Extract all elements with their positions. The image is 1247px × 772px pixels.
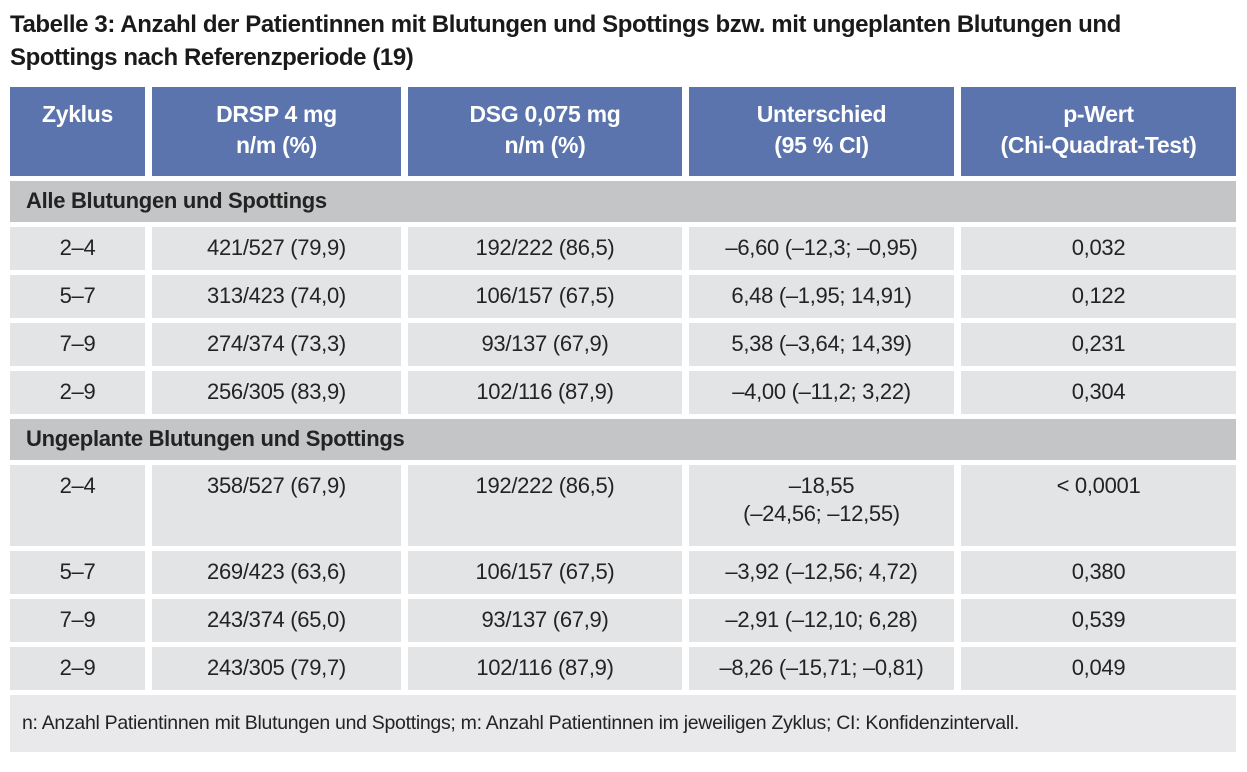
table-row: 5–7 313/423 (74,0) 106/157 (67,5) 6,48 (–1,… [10,275,1236,318]
table-cell: –6,60 (–12,3; –0,95) [689,227,954,270]
table-cell: 192/222 (86,5) [408,227,682,270]
table-head: Zyklus DRSP 4 mg n/m (%) DSG 0,075 mg n/… [10,87,1236,176]
table-row: 2–9 256/305 (83,9) 102/116 (87,9) –4,00 (–1… [10,371,1236,414]
table-cell: 106/157 (67,5) [408,551,682,594]
table-cell: 2–9 [10,647,145,690]
section-alle-blutungen: Alle Blutungen und Spottings 2–4 421/527 … [10,181,1236,414]
table-cell: –2,91 (–12,10; 6,28) [689,599,954,642]
table-cell: 0,380 [961,551,1236,594]
table-cell: –18,55 (–24,56; –12,55) [689,465,954,546]
table-cell: 256/305 (83,9) [152,371,401,414]
table-caption-line2: Spottings nach Referenzperiode (19) [10,44,414,71]
header-row: Zyklus DRSP 4 mg n/m (%) DSG 0,075 mg n/… [10,87,1236,176]
table-cell: 102/116 (87,9) [408,371,682,414]
table-cell: 0,049 [961,647,1236,690]
table-cell: 0,122 [961,275,1236,318]
column-header-p-wert: p-Wert (Chi-Quadrat-Test) [961,87,1236,176]
table-cell: 5,38 (–3,64; 14,39) [689,323,954,366]
table-cell: 0,231 [961,323,1236,366]
table-row: 5–7 269/423 (63,6) 106/157 (67,5) –3,92 (–1… [10,551,1236,594]
header-line: n/m (%) [504,132,586,158]
column-header-unterschied: Unterschied (95 % CI) [689,87,954,176]
table-cell: 358/527 (67,9) [152,465,401,546]
header-line: (95 % CI) [774,132,869,158]
header-line: DRSP 4 mg [216,101,337,127]
table-row: 2–4 358/527 (67,9) 192/222 (86,5) –18,55 (–2… [10,465,1236,546]
table-cell: 313/423 (74,0) [152,275,401,318]
table-cell: 243/305 (79,7) [152,647,401,690]
table-cell: –4,00 (–11,2; 3,22) [689,371,954,414]
header-line: p-Wert [1063,101,1134,127]
table-cell: 269/423 (63,6) [152,551,401,594]
table-cell: –3,92 (–12,56; 4,72) [689,551,954,594]
table-cell: 93/137 (67,9) [408,323,682,366]
footnote-row: n: Anzahl Patientinnen mit Blutungen und… [10,695,1236,752]
table-row: 7–9 274/374 (73,3) 93/137 (67,9) 5,38 (–3,6… [10,323,1236,366]
table-cell: 7–9 [10,323,145,366]
section-ungeplante-blutungen: Ungeplante Blutungen und Spottings 2–4 35… [10,419,1236,690]
header-line: Unterschied [756,101,887,127]
column-header-zyklus: Zyklus [10,87,145,176]
column-header-dsg: DSG 0,075 mg n/m (%) [408,87,682,176]
table-row: 2–9 243/305 (79,7) 102/116 (87,9) –8,26 (–1… [10,647,1236,690]
header-line: (Chi-Quadrat-Test) [1000,132,1197,158]
section-header-row: Alle Blutungen und Spottings [10,181,1236,222]
table-caption: Tabelle 3: Anzahl der Patientinnen mit B… [10,8,1236,74]
table-row: 2–4 421/527 (79,9) 192/222 (86,5) –6,60 (–1… [10,227,1236,270]
table-cell: 102/116 (87,9) [408,647,682,690]
header-line: n/m (%) [236,132,317,158]
table-cell: 0,032 [961,227,1236,270]
table-cell: 2–4 [10,227,145,270]
table-cell: 106/157 (67,5) [408,275,682,318]
header-line: Zyklus [41,101,114,127]
table-cell: 0,304 [961,371,1236,414]
table-cell: 6,48 (–1,95; 14,91) [689,275,954,318]
table-cell: 2–9 [10,371,145,414]
table-cell: 421/527 (79,9) [152,227,401,270]
table-cell: 5–7 [10,275,145,318]
section-header-row: Ungeplante Blutungen und Spottings [10,419,1236,460]
table-cell: 7–9 [10,599,145,642]
table-cell: 93/137 (67,9) [408,599,682,642]
table-cell: < 0,0001 [961,465,1236,546]
footnote-text: n: Anzahl Patientinnen mit Blutungen und… [10,695,1236,752]
section-label: Alle Blutungen und Spottings [10,181,1236,222]
header-line: DSG 0,075 mg [469,101,621,127]
table-caption-line1: Tabelle 3: Anzahl der Patientinnen mit B… [10,11,1121,38]
table-cell: 274/374 (73,3) [152,323,401,366]
table-cell: 192/222 (86,5) [408,465,682,546]
table-cell: 243/374 (65,0) [152,599,401,642]
column-header-drsp: DRSP 4 mg n/m (%) [152,87,401,176]
table-foot: n: Anzahl Patientinnen mit Blutungen und… [10,695,1236,752]
section-label: Ungeplante Blutungen und Spottings [10,419,1236,460]
table-cell: 2–4 [10,465,145,546]
table-cell: 5–7 [10,551,145,594]
table-row: 7–9 243/374 (65,0) 93/137 (67,9) –2,91 (–12… [10,599,1236,642]
data-table: Zyklus DRSP 4 mg n/m (%) DSG 0,075 mg n/… [3,82,1243,757]
table-cell: 0,539 [961,599,1236,642]
table-cell: –8,26 (–15,71; –0,81) [689,647,954,690]
